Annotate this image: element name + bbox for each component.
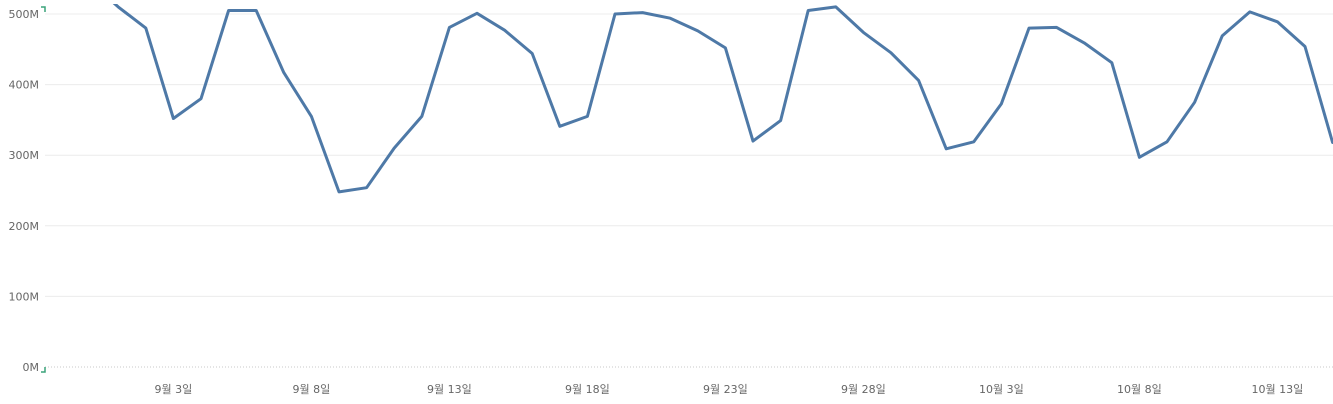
x-tick-label: 9월 18일 [565,382,610,396]
x-tick-label: 9월 23일 [703,382,748,396]
data-point[interactable] [529,51,535,57]
data-point[interactable] [281,70,287,76]
series-layer [112,4,1333,195]
data-point[interactable] [584,113,590,119]
data-point[interactable] [170,115,176,121]
data-point[interactable] [1330,139,1333,145]
data-point[interactable] [1081,40,1087,46]
data-point[interactable] [722,45,728,51]
x-tick-label: 9월 13일 [427,382,472,396]
data-point[interactable] [1164,139,1170,145]
y-tick-label: 100M [9,290,40,303]
x-tick-label: 9월 8일 [293,382,331,396]
y-tick-label: 300M [9,149,40,162]
data-point[interactable] [419,113,425,119]
data-point[interactable] [916,77,922,83]
series-line [112,4,1333,194]
y-tick-label: 500M [9,8,40,21]
data-point[interactable] [557,123,563,129]
data-point[interactable] [612,11,618,17]
x-axis: 9월 3일 9월 8일 9월 13일 9월 18일 9월 23일 9월 28일 10월 3일… [155,382,1304,396]
data-point[interactable] [998,101,1004,107]
data-point[interactable] [971,139,977,145]
data-point[interactable] [1192,99,1198,105]
data-point[interactable] [888,50,894,56]
data-point[interactable] [198,96,204,102]
data-point[interactable] [695,28,701,34]
data-point[interactable] [778,118,784,124]
data-point[interactable] [253,7,259,13]
data-point[interactable] [336,189,342,195]
gridlines [45,13,1333,368]
data-point[interactable] [833,4,839,10]
x-tick-label: 9월 28일 [841,382,886,396]
x-tick-label: 10월 8일 [1117,382,1162,396]
data-point[interactable] [1109,60,1115,66]
y-tick-label: 400M [9,79,40,92]
bottom-corner-mark [41,367,46,373]
data-point[interactable] [640,10,646,16]
top-corner-mark [41,6,46,12]
data-point[interactable] [226,7,232,13]
y-axis: 0M 100M 200M 300M 400M 500M [9,8,40,374]
data-point[interactable] [391,145,397,151]
data-point[interactable] [115,4,121,10]
data-point[interactable] [308,113,314,119]
data-point[interactable] [750,138,756,144]
data-point[interactable] [364,185,370,191]
data-point[interactable] [1302,43,1308,49]
data-point[interactable] [1274,19,1280,25]
data-point[interactable] [1219,33,1225,39]
x-tick-label: 10월 13일 [1252,382,1304,396]
data-point[interactable] [943,146,949,152]
data-point[interactable] [474,10,480,16]
data-point[interactable] [446,24,452,30]
data-point[interactable] [805,7,811,13]
data-point[interactable] [860,29,866,35]
data-point[interactable] [1026,25,1032,31]
data-point[interactable] [1054,24,1060,30]
x-tick-label: 10월 3일 [979,382,1024,396]
x-tick-label: 9월 3일 [155,382,193,396]
data-point[interactable] [1136,154,1142,160]
y-tick-label: 0M [23,361,40,374]
data-point[interactable] [667,15,673,21]
data-point[interactable] [1247,9,1253,15]
y-tick-label: 200M [9,220,40,233]
data-point[interactable] [502,27,508,33]
data-point[interactable] [143,25,149,31]
